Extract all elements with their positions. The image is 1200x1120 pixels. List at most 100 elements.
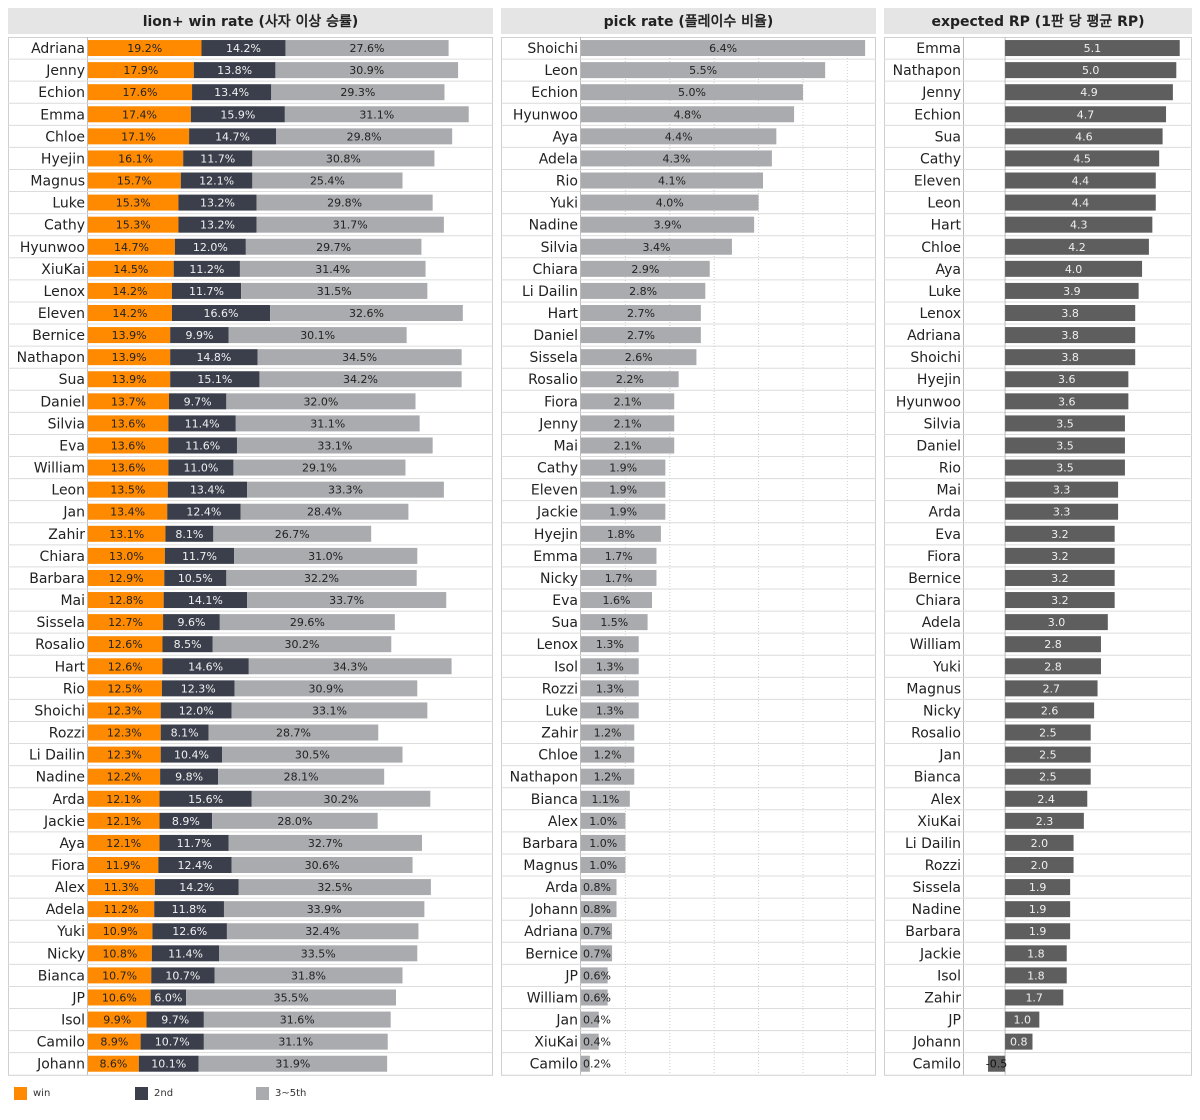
category-label: Li Dailin	[29, 748, 85, 764]
data-label: 1.7%	[605, 550, 633, 563]
bar-win	[88, 569, 165, 586]
data-label: 30.2%	[324, 793, 359, 806]
category-label: Rio	[939, 461, 961, 477]
bar-win	[88, 238, 175, 255]
category-label: Camilo	[913, 1057, 961, 1073]
rp-panel-title: expected RP (1판 당 평균 RP)	[884, 8, 1192, 34]
bar-3~5th	[222, 746, 403, 763]
data-label: 11.6%	[185, 439, 220, 452]
legend-rest-label: 3~5th	[275, 1088, 307, 1099]
bar-win	[88, 481, 168, 498]
data-label: 3.8	[1061, 351, 1079, 364]
bar-3~5th	[238, 879, 431, 896]
category-label: Chloe	[921, 240, 961, 256]
bar-win	[88, 305, 172, 321]
bar-pick-rate	[581, 724, 635, 741]
bar-expected-rp	[1005, 503, 1119, 520]
data-label: 11.3%	[104, 881, 139, 894]
data-label: 9.9%	[103, 1014, 131, 1027]
data-label: 28.1%	[284, 771, 319, 784]
bar-3~5th	[231, 702, 428, 719]
data-label: 13.5%	[110, 484, 145, 497]
bar-win	[88, 128, 190, 145]
bar-expected-rp	[1005, 84, 1173, 101]
bar-3~5th	[241, 282, 428, 299]
category-label: Zahir	[541, 726, 578, 742]
data-label: 32.7%	[308, 837, 343, 850]
category-label: Yuki	[56, 924, 85, 940]
bar-expected-rp	[1005, 194, 1156, 211]
data-label: 12.4%	[178, 859, 213, 872]
category-label: Echion	[531, 85, 578, 101]
bar-2nd	[159, 834, 229, 851]
bar-win	[88, 834, 160, 851]
bar-expected-rp	[1005, 923, 1071, 940]
data-label: 33.9%	[307, 903, 342, 916]
category-label: Shoichi	[34, 703, 85, 719]
data-label: 1.3%	[596, 682, 624, 695]
category-label: Rosalio	[35, 637, 85, 653]
data-label: 11.4%	[168, 947, 203, 960]
category-label: Emma	[916, 41, 961, 57]
category-label: Aya	[60, 836, 86, 852]
bar-3~5th	[251, 790, 431, 807]
bar-2nd	[165, 525, 214, 542]
category-label: Bernice	[908, 571, 961, 587]
data-label: 17.6%	[123, 86, 158, 99]
bar-pick-rate	[581, 967, 608, 984]
data-label: 1.8%	[607, 528, 635, 541]
category-label: Mai	[936, 483, 961, 499]
bar-3~5th	[212, 636, 392, 653]
data-label: 0.4%	[583, 1036, 611, 1049]
data-label: 2.4	[1037, 793, 1055, 806]
category-label: Daniel	[533, 328, 578, 344]
category-label: Fiora	[51, 858, 85, 874]
legend-rest: 3~5th	[256, 1087, 306, 1100]
data-label: 12.0%	[179, 704, 214, 717]
data-label: 11.7%	[182, 550, 217, 563]
bar-pick-rate	[581, 592, 653, 609]
bar-2nd	[151, 967, 215, 984]
data-label: 29.7%	[316, 241, 351, 254]
data-label: 1.7	[1025, 991, 1043, 1004]
category-label: Adela	[539, 151, 578, 167]
bar-expected-rp	[987, 1055, 1006, 1072]
bar-expected-rp	[1005, 724, 1091, 741]
category-label: Barbara	[522, 836, 578, 852]
bar-3~5th	[219, 945, 418, 962]
data-label: 3.3	[1053, 484, 1071, 497]
bar-3~5th	[257, 349, 462, 366]
bar-2nd	[168, 459, 234, 476]
bar-win	[88, 371, 171, 388]
bar-win	[88, 40, 202, 57]
data-label: 34.3%	[333, 660, 368, 673]
data-label: 14.7%	[114, 241, 149, 254]
category-label: Aya	[936, 262, 962, 278]
bar-pick-rate	[581, 1055, 590, 1072]
category-label: Nathapon	[17, 350, 85, 366]
data-label: 5.0%	[678, 86, 706, 99]
data-label: 3.6	[1058, 395, 1076, 408]
bar-3~5th	[247, 481, 444, 498]
bar-2nd	[173, 260, 240, 277]
bar-expected-rp	[1005, 680, 1098, 697]
category-label: Fiora	[544, 394, 578, 410]
category-label: Rozzi	[542, 681, 578, 697]
category-label: Hyejin	[534, 527, 578, 543]
data-label: 8.1%	[171, 727, 199, 740]
data-label: 4.9	[1080, 86, 1098, 99]
bar-expected-rp	[1005, 282, 1139, 299]
bar-expected-rp	[1005, 592, 1115, 609]
data-label: 3.9%	[654, 219, 682, 232]
category-label: Leon	[544, 63, 578, 79]
bar-3~5th	[226, 393, 416, 410]
bar-pick-rate	[581, 857, 626, 873]
data-label: 10.4%	[174, 749, 209, 762]
data-label: 31.7%	[333, 219, 368, 232]
category-label: Shoichi	[527, 41, 578, 57]
bar-2nd	[152, 923, 227, 940]
data-label: 1.6%	[603, 594, 631, 607]
bar-expected-rp	[1005, 525, 1115, 542]
bar-pick-rate	[581, 812, 626, 829]
